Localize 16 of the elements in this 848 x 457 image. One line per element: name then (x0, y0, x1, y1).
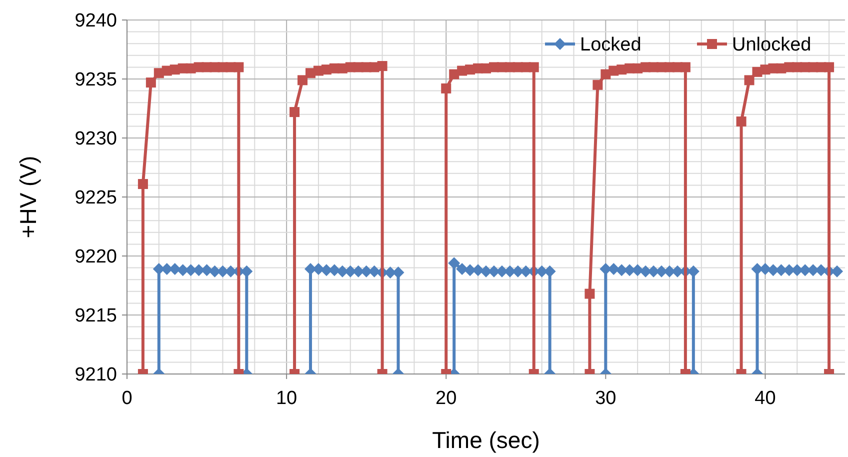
y-tick-label: 9230 (74, 128, 117, 150)
x-tick-label: 30 (595, 388, 616, 409)
y-tick-label: 9225 (74, 188, 117, 209)
y-tick-label: 9220 (74, 246, 117, 268)
y-tick-label: 9240 (74, 10, 117, 32)
legend-label: Unlocked (732, 34, 812, 56)
x-tick-label: 40 (754, 388, 776, 409)
y-axis-title: +HV (V) (15, 156, 41, 238)
y-tick-label: 9210 (74, 364, 117, 386)
x-tick-label: 20 (436, 388, 457, 409)
x-tick-label: 0 (122, 388, 132, 409)
y-tick-label: 9235 (74, 70, 117, 91)
y-tick-label: 9215 (74, 306, 117, 327)
legend-label: Locked (580, 34, 642, 56)
x-axis-title: Time (sec) (432, 427, 540, 453)
x-tick-label: 10 (276, 388, 298, 409)
